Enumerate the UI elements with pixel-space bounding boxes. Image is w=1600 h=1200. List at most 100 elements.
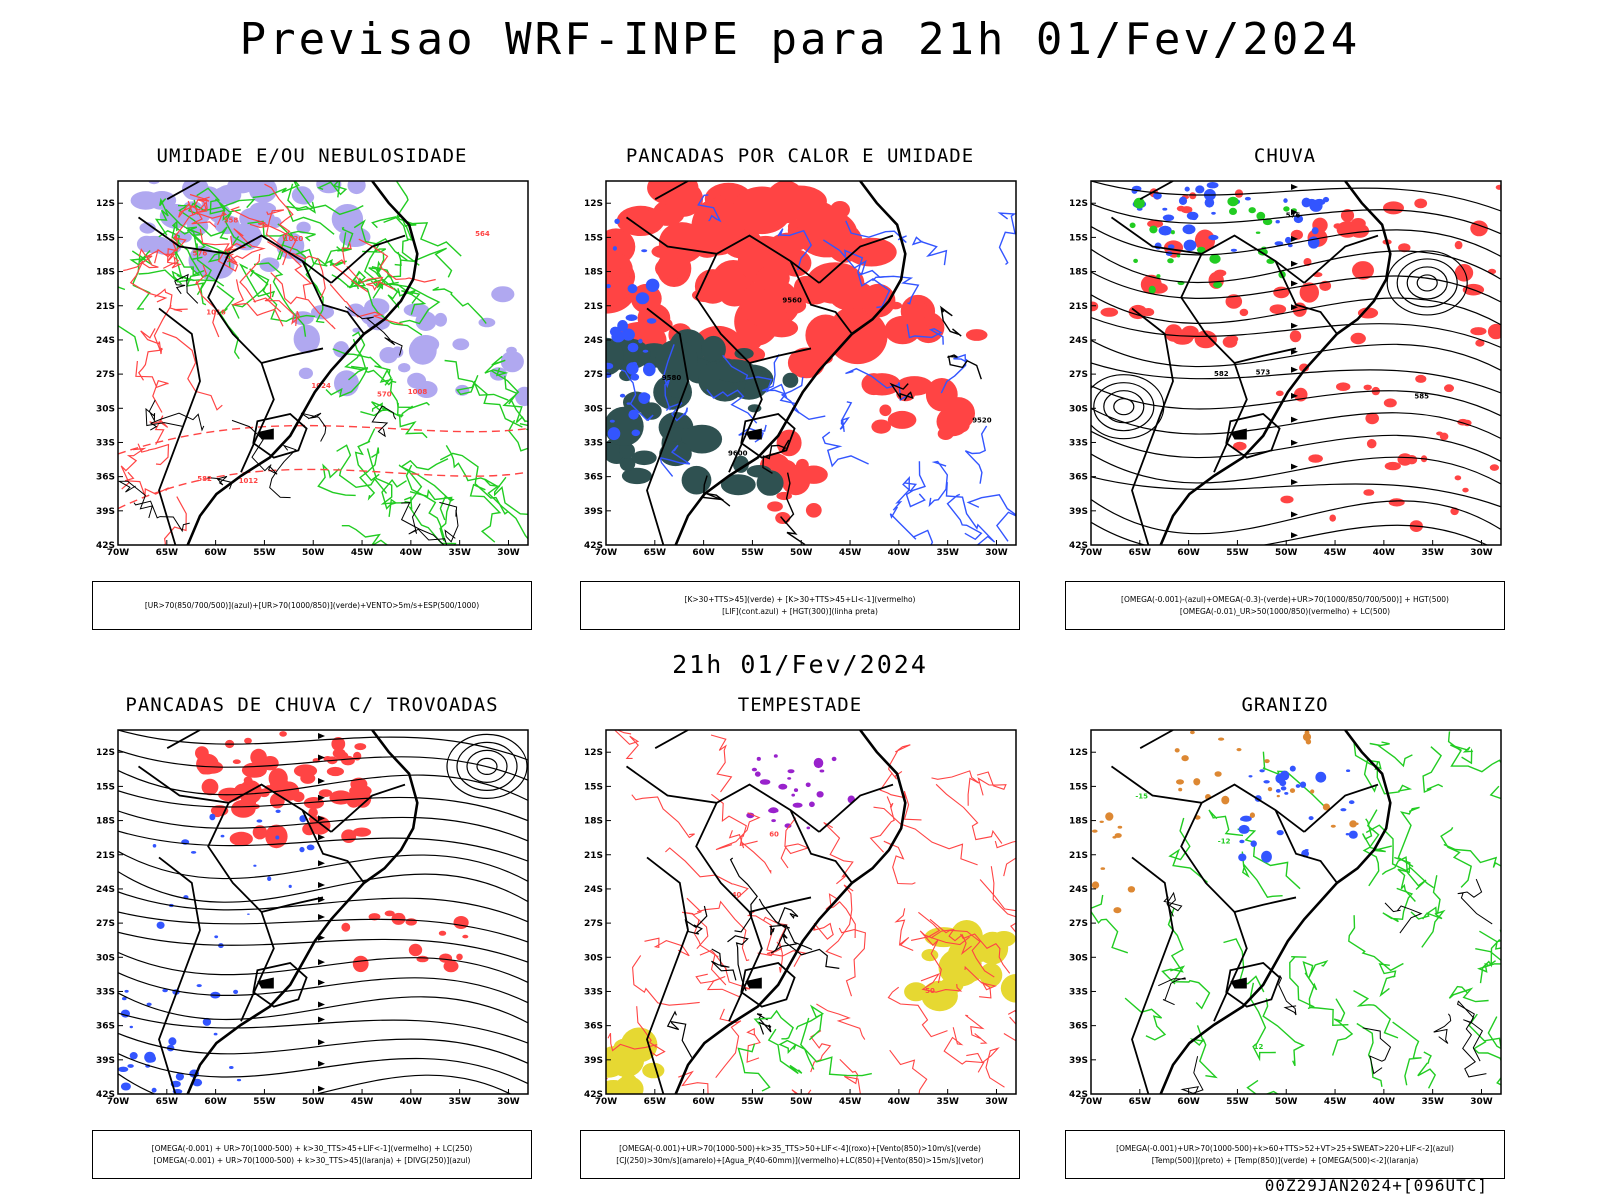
contour-label: 558 xyxy=(224,217,239,225)
border-line xyxy=(696,254,811,363)
map-granizo: -12 -15 12 12S 15S 18S 21S 24S 27S 30S 33S 36S 39S 42… xyxy=(1065,722,1505,1112)
panel-granizo: GRANIZO -12 -15 12 12S 15S 18S 21S 24S 27S 30S 33S… xyxy=(1065,694,1505,1189)
lon-label: 35W xyxy=(1421,548,1444,558)
lon-label: 40W xyxy=(400,548,423,558)
lon-label: 55W xyxy=(1226,548,1249,558)
lat-label: 12S xyxy=(96,748,115,758)
lon-label: 55W xyxy=(741,1097,764,1107)
lon-label: 70W xyxy=(1080,548,1103,558)
lon-label: 50W xyxy=(790,1097,813,1107)
legend-tempestade: [OMEGA(-0.001)+UR>70(1000-500)+k>35_TTS>… xyxy=(580,1130,1020,1179)
border-line xyxy=(167,181,200,199)
lon-label: 35W xyxy=(936,548,959,558)
border-line xyxy=(655,730,688,748)
lat-label: 24S xyxy=(96,885,115,895)
map-frame xyxy=(117,729,529,1095)
panel-title: UMIDADE E/OU NEBULOSIDADE xyxy=(156,145,468,167)
lat-label: 30S xyxy=(584,953,603,963)
lat-label: 42S xyxy=(1069,541,1088,551)
legend-line: [LIF](cont.azul) + [HGT(300)](linha pret… xyxy=(722,606,878,616)
border-line xyxy=(208,803,323,912)
lon-label: 50W xyxy=(302,548,325,558)
lat-label: 33S xyxy=(584,438,603,448)
lat-label: 27S xyxy=(584,919,603,929)
border-line xyxy=(167,730,200,748)
panel-tempestade: TEMPESTADE 40 50 60 12S 15S 18S 21S 24S 27S 30S 33… xyxy=(580,694,1020,1189)
coastline xyxy=(676,181,906,545)
contour-label: 60 xyxy=(769,831,779,839)
border-line xyxy=(1140,181,1173,199)
map-pancadas-calor: 9600 9520 9580 9560 12S 15S 18S 21S 24S 27S 30S 33S… xyxy=(580,173,1020,563)
lon-label: 45W xyxy=(351,548,374,558)
lon-label: 40W xyxy=(1373,1097,1396,1107)
lat-label: 30S xyxy=(96,953,115,963)
border-line xyxy=(819,785,893,832)
legend-granizo: [OMEGA(-0.001)+UR>70(1000-500)+k>60+TTS>… xyxy=(1065,1130,1505,1179)
geography-layer xyxy=(627,181,906,545)
border-line xyxy=(729,363,762,472)
legend-line: [UR>70(850/700/500)](azul)+[UR>70(1000/8… xyxy=(144,600,480,610)
contour-label: 1012 xyxy=(239,477,259,485)
lat-label: 36S xyxy=(584,473,603,483)
map-chuva: 582 576 573 585 12S 15S 18S 21S 24S 27S 30S 33S 36S 3… xyxy=(1065,173,1505,563)
map-background xyxy=(1091,730,1501,1094)
forecast-time-subtitle: 21h 01/Fev/2024 xyxy=(672,650,928,679)
border-line xyxy=(241,363,274,472)
lon-label: 35W xyxy=(1421,1097,1444,1107)
panel-umidade: UMIDADE E/OU NEBULOSIDADE 1012 1016 1020 57… xyxy=(92,145,532,640)
lat-label: 12S xyxy=(1069,199,1088,209)
border-line xyxy=(819,236,893,283)
lat-label: 30S xyxy=(1069,953,1088,963)
contour-label: 1020 xyxy=(284,235,304,243)
lon-label: 60W xyxy=(692,548,715,558)
contour-label: 582 xyxy=(1214,370,1229,378)
lat-label: 15S xyxy=(96,233,115,243)
lon-label: 60W xyxy=(204,1097,227,1107)
border-line xyxy=(647,857,688,1094)
legend-chuva: [OMEGA(-0.001)-(azul)+OMEGA(-0.3)-(verde… xyxy=(1065,581,1505,630)
lat-label: 24S xyxy=(1069,336,1088,346)
border-line xyxy=(241,912,274,1021)
lon-label: 45W xyxy=(351,1097,374,1107)
border-line xyxy=(696,803,811,912)
lat-label: 12S xyxy=(1069,748,1088,758)
lat-label: 18S xyxy=(1069,817,1088,827)
lon-label: 40W xyxy=(400,1097,423,1107)
border-line xyxy=(1226,963,1279,1007)
lat-label: 15S xyxy=(1069,782,1088,792)
lon-label: 65W xyxy=(156,1097,179,1107)
contour-label: 12 xyxy=(1254,1043,1264,1051)
lat-label: 27S xyxy=(584,370,603,380)
lon-label: 55W xyxy=(253,548,276,558)
coastline xyxy=(188,730,418,1094)
lon-label: 30W xyxy=(985,548,1008,558)
legend-line: [OMEGA(-0.01)_UR>50(1000/850)(vermelho) … xyxy=(1179,606,1391,616)
map-background xyxy=(606,730,1016,1094)
lat-label: 42S xyxy=(1069,1090,1088,1100)
lon-label: 60W xyxy=(204,548,227,558)
lon-label: 50W xyxy=(790,548,813,558)
field-layer: 582 576 573 585 xyxy=(1091,181,1501,545)
lat-label: 15S xyxy=(1069,233,1088,243)
contour-label: 1016 xyxy=(206,309,226,317)
legend-line: [OMEGA(-0.001) + UR>70(1000-500) + k>30_… xyxy=(151,1143,473,1153)
lat-label: 30S xyxy=(1069,404,1088,414)
border-line xyxy=(791,261,853,334)
lon-label: 60W xyxy=(1177,1097,1200,1107)
border-line xyxy=(1304,236,1378,283)
lon-label: 60W xyxy=(692,1097,715,1107)
border-line xyxy=(1226,414,1279,458)
lat-label: 24S xyxy=(584,885,603,895)
border-line xyxy=(1214,363,1247,472)
geography-layer xyxy=(139,181,418,545)
lon-label: 35W xyxy=(448,1097,471,1107)
lon-label: 70W xyxy=(107,548,130,558)
lat-label: 24S xyxy=(584,336,603,346)
map-frame xyxy=(605,180,1017,546)
border-line xyxy=(647,308,688,545)
main-title: Previsao WRF-INPE para 21h 01/Fev/2024 xyxy=(239,14,1361,65)
map-frame xyxy=(1090,180,1502,546)
lat-label: 33S xyxy=(1069,438,1088,448)
lon-label: 70W xyxy=(107,1097,130,1107)
map-frame xyxy=(117,180,529,546)
